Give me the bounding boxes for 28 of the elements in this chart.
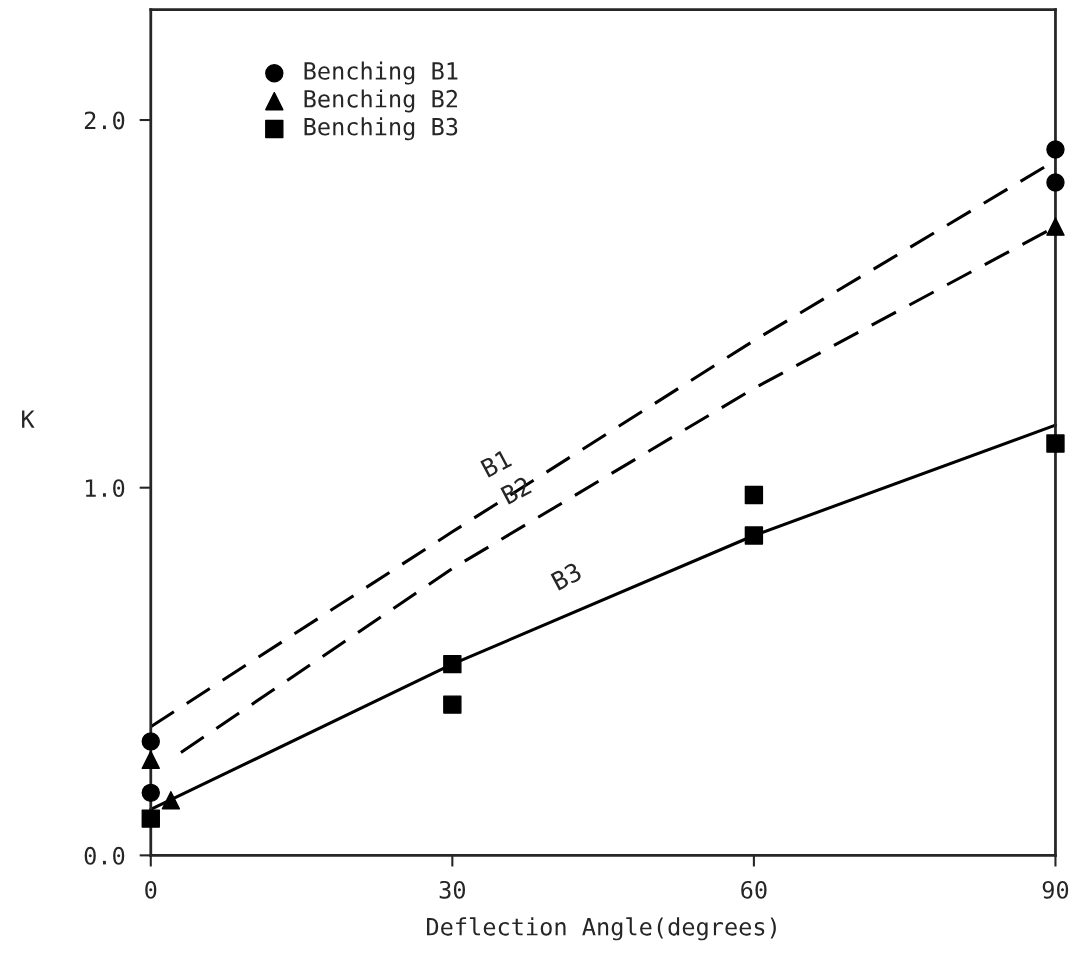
annotation: B1 <box>480 449 513 478</box>
point <box>443 695 462 714</box>
point <box>141 783 160 803</box>
annotation: B3 <box>550 561 583 591</box>
y-tick-label: 2.0 <box>84 111 125 130</box>
point <box>141 732 160 751</box>
x-tick-label: 60 <box>741 880 767 899</box>
x-tick-label: 90 <box>1042 880 1069 899</box>
legend-label: Benching B3 <box>304 117 458 141</box>
x-tick-label: 0 <box>145 880 157 899</box>
y-axis-title: K <box>22 410 35 428</box>
y-tick-label: 0.0 <box>84 846 125 865</box>
point <box>161 791 181 810</box>
point <box>744 526 764 545</box>
point <box>1046 434 1065 453</box>
point <box>443 654 462 674</box>
point <box>744 485 764 505</box>
x-axis-title: Deflection Angle(degrees) <box>427 917 776 941</box>
legend-label: Benching B2 <box>304 89 457 113</box>
annotation: B2 <box>500 475 532 505</box>
point <box>1046 140 1065 159</box>
point <box>141 750 160 769</box>
x-tick-label: 30 <box>439 880 466 899</box>
y-tick-label: 1.0 <box>85 479 125 498</box>
point <box>1046 173 1065 192</box>
legend-label: Benching B1 <box>304 61 458 85</box>
point <box>1046 217 1065 236</box>
point <box>141 809 160 828</box>
